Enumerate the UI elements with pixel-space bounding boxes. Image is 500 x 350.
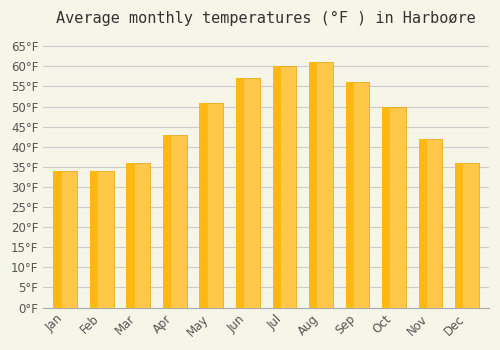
Bar	[346, 83, 370, 308]
Bar	[126, 163, 150, 308]
Bar	[309, 62, 318, 308]
Bar	[272, 66, 281, 308]
Bar	[346, 83, 354, 308]
Bar	[126, 163, 134, 308]
Bar	[54, 171, 77, 308]
Bar	[200, 103, 208, 308]
Bar	[272, 66, 296, 308]
Bar	[54, 171, 62, 308]
Bar	[163, 135, 186, 308]
Bar	[382, 107, 390, 308]
Bar	[418, 139, 427, 308]
Bar	[309, 62, 333, 308]
Bar	[455, 163, 464, 308]
Bar	[236, 78, 260, 308]
Bar	[418, 139, 442, 308]
Bar	[236, 78, 244, 308]
Bar	[382, 107, 406, 308]
Bar	[455, 163, 479, 308]
Bar	[90, 171, 114, 308]
Title: Average monthly temperatures (°F ) in Harboøre: Average monthly temperatures (°F ) in Ha…	[56, 11, 476, 26]
Bar	[163, 135, 172, 308]
Bar	[90, 171, 98, 308]
Bar	[200, 103, 223, 308]
